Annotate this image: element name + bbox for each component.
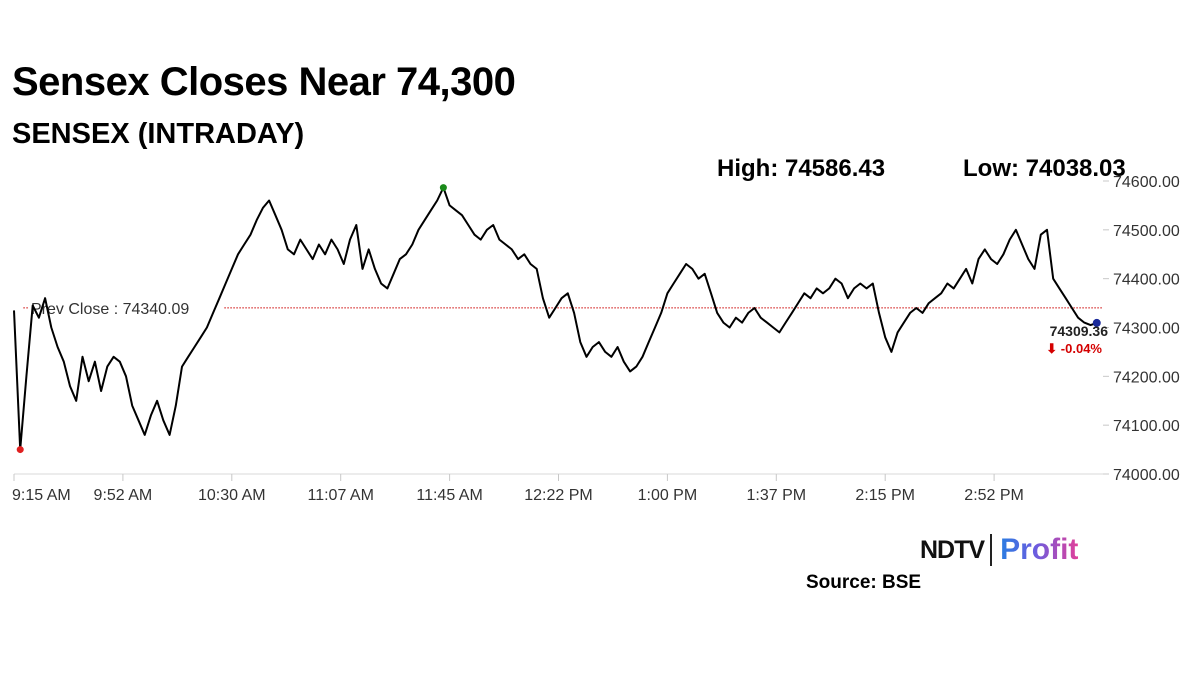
- source-note: Source: BSE: [806, 572, 922, 593]
- x-tick-label: 1:37 PM: [747, 487, 807, 504]
- y-tick-label: 74000.00: [1113, 467, 1180, 484]
- ndtv-profit-logo: NDTV Profit: [920, 533, 1078, 567]
- x-tick-label: 12:22 PM: [524, 487, 592, 504]
- change-label: ⬇ -0.04%: [1046, 341, 1102, 356]
- brand-divider: [990, 534, 993, 566]
- chart-subtitle: SENSEX (INTRADAY): [12, 118, 305, 150]
- y-tick-label: 74200.00: [1113, 369, 1180, 386]
- high-marker: [439, 184, 447, 192]
- x-tick-label: 2:15 PM: [855, 487, 915, 504]
- prev-close-label: Prev Close : 74340.09: [31, 301, 189, 318]
- y-tick-label: 74400.00: [1113, 272, 1180, 289]
- y-tick-label: 74500.00: [1113, 223, 1180, 240]
- y-tick-label: 74100.00: [1113, 418, 1180, 435]
- price-line: [13, 186, 1098, 451]
- x-tick-label: 9:52 AM: [94, 487, 153, 504]
- x-tick-label: 10:30 AM: [198, 487, 266, 504]
- chart-title: Sensex Closes Near 74,300: [12, 60, 516, 104]
- last-value-label: 74309.36: [1050, 323, 1109, 339]
- x-tick-label: 1:00 PM: [638, 487, 698, 504]
- brand-profit: Profit: [1000, 533, 1079, 566]
- high-value: High: 74586.43: [717, 155, 886, 182]
- low-value: Low: 74038.03: [963, 155, 1126, 182]
- last-price-marker: [1092, 318, 1101, 327]
- x-tick-label: 11:07 AM: [307, 487, 373, 504]
- y-tick-label: 74300.00: [1113, 321, 1180, 338]
- brand-ndtv: NDTV: [920, 535, 985, 564]
- x-tick-label: 2:52 PM: [964, 487, 1024, 504]
- x-tick-label: 11:45 AM: [416, 487, 482, 504]
- low-marker: [16, 446, 24, 454]
- prev-close-label-bg: [28, 296, 224, 317]
- x-tick-label: 9:15 AM: [12, 487, 71, 504]
- y-tick-label: 74600.00: [1113, 174, 1180, 191]
